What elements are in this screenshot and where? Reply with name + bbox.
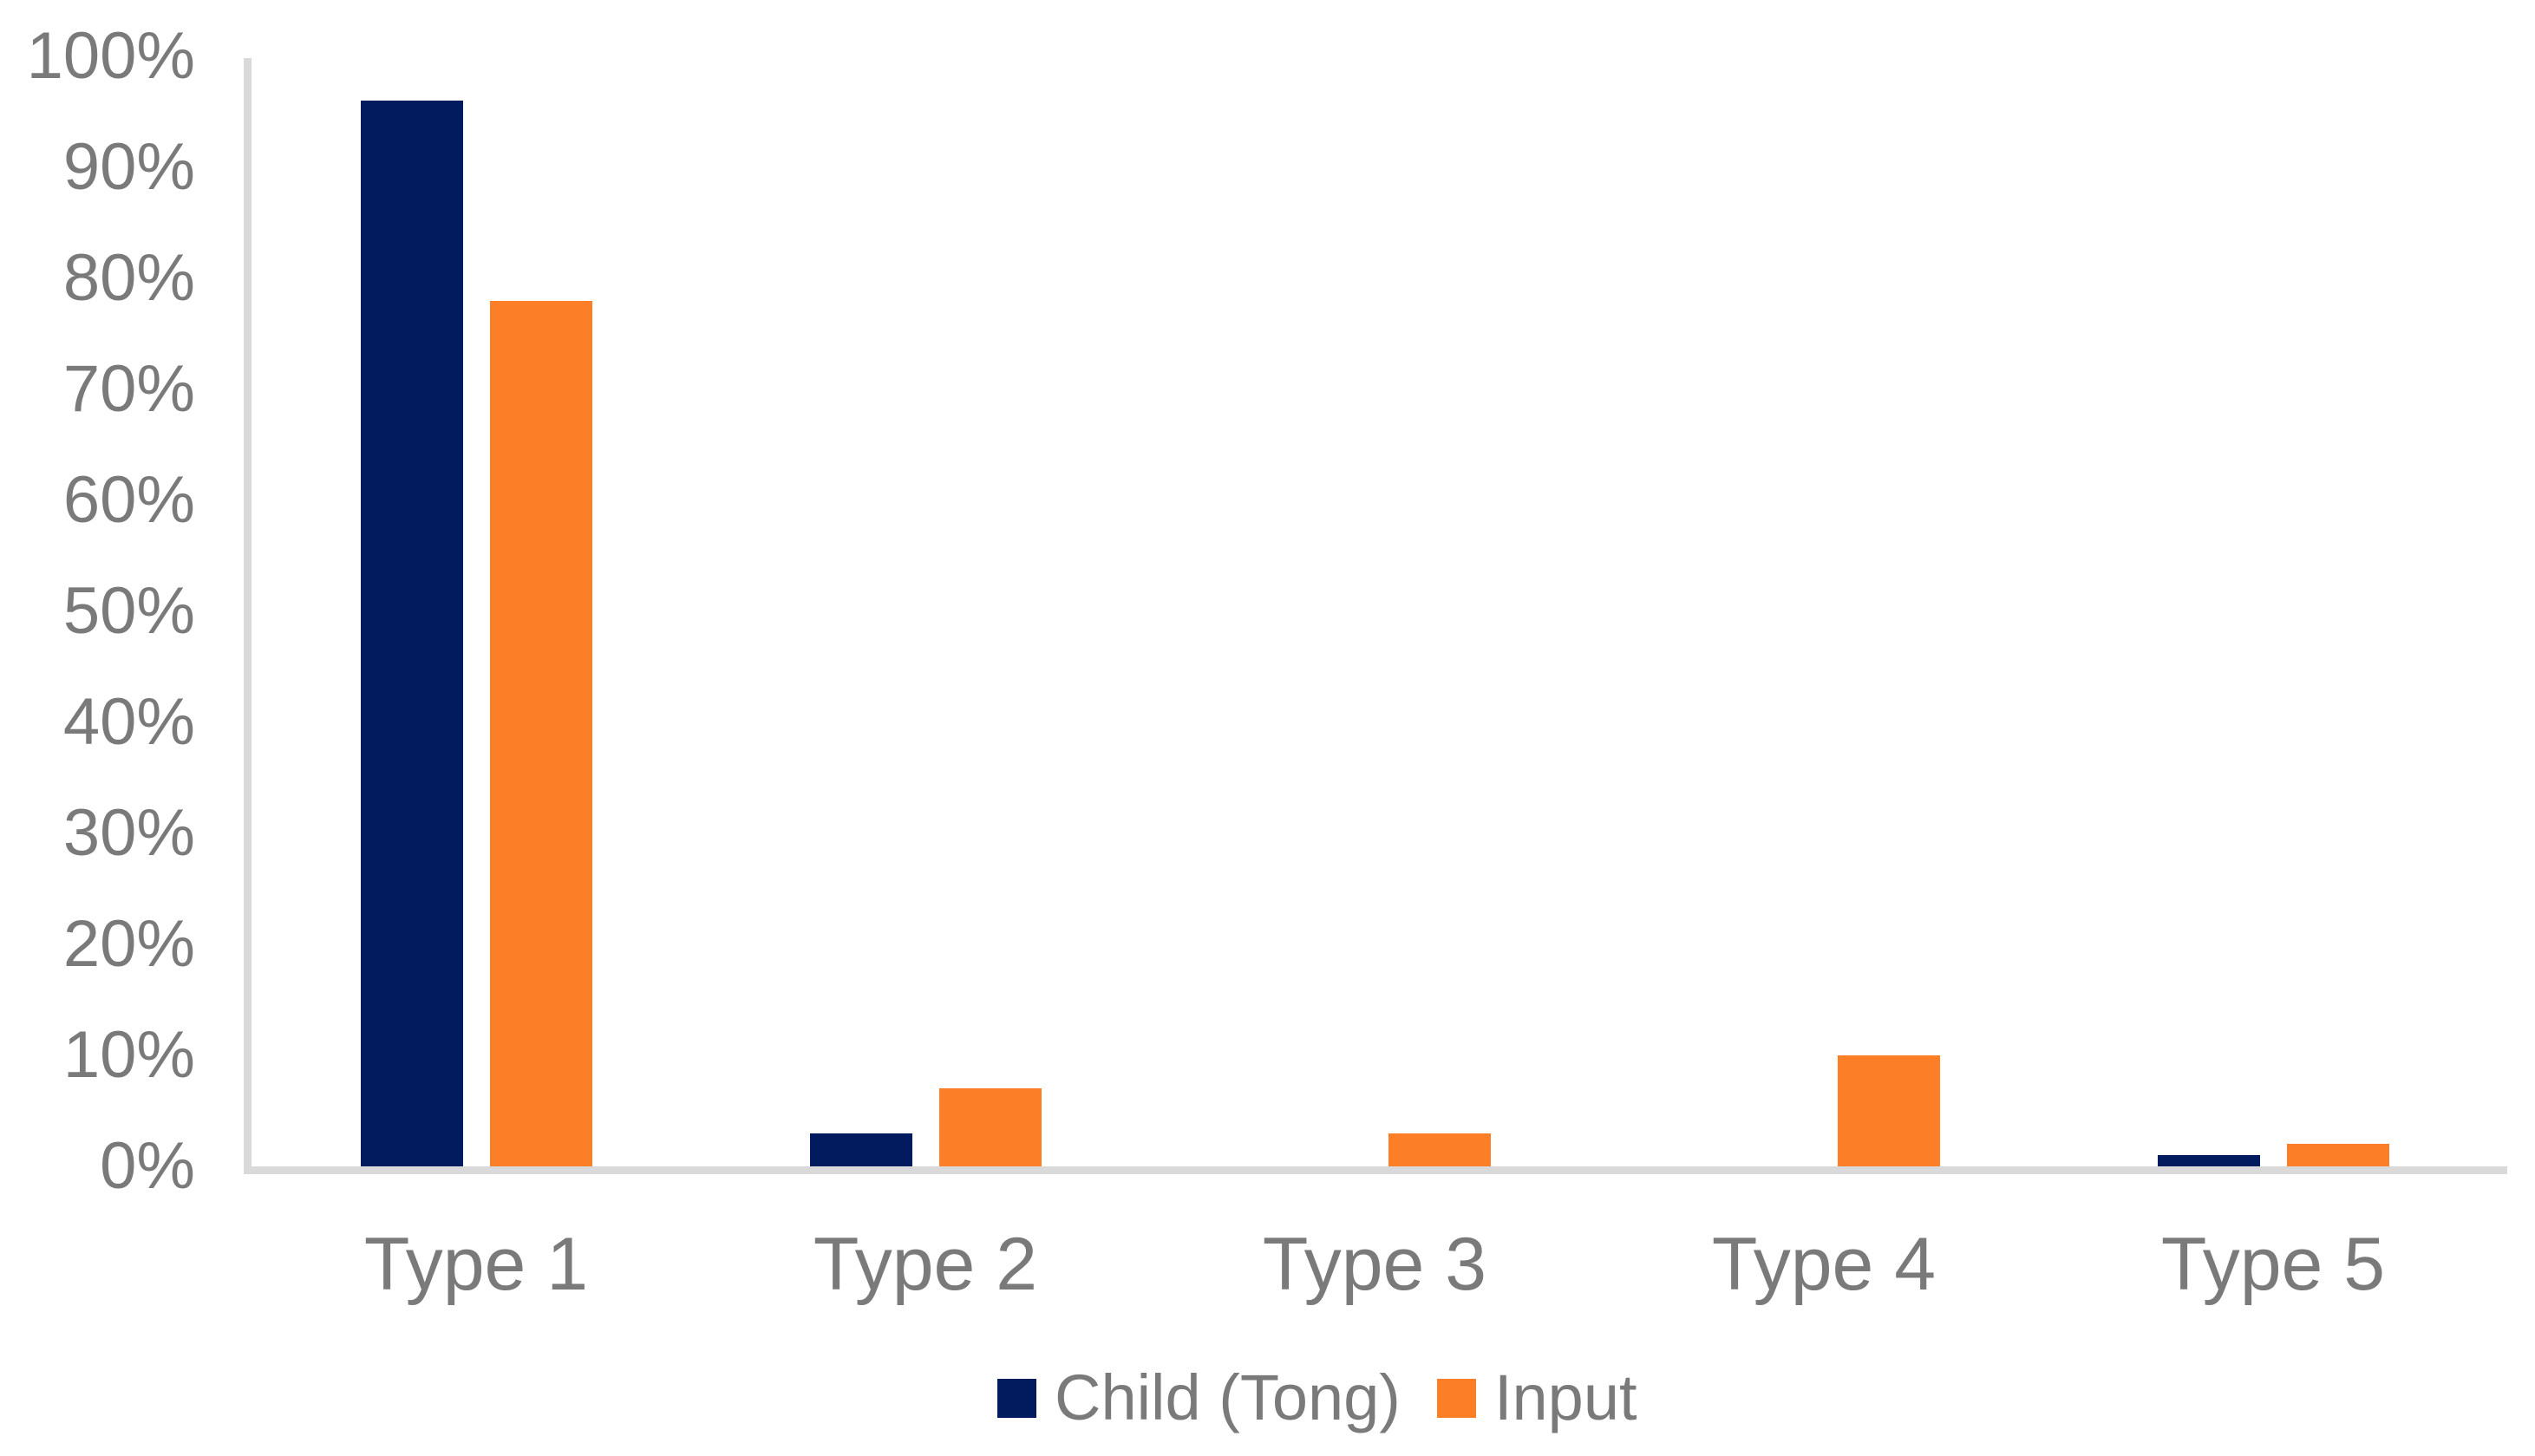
y-axis-tick-label: 90%: [62, 130, 195, 204]
bar-child-tong--type-1: [361, 101, 463, 1166]
chart-legend: Child (Tong) Input: [997, 1366, 1637, 1430]
bar-input-type-2: [939, 1088, 1042, 1166]
legend-item: Child (Tong): [997, 1366, 1401, 1430]
bar-input-type-1: [490, 301, 592, 1166]
y-axis-tick-label: 0%: [100, 1129, 195, 1203]
x-axis-category-label: Type 4: [1711, 1223, 1937, 1306]
bar-input-type-5: [2287, 1144, 2389, 1166]
legend-swatch-icon: [1436, 1378, 1476, 1418]
bar-child-tong--type-5: [2158, 1155, 2260, 1166]
x-axis-category-label: Type 1: [363, 1223, 589, 1306]
y-axis-tick-label: 60%: [62, 463, 195, 537]
legend-label: Child (Tong): [1055, 1361, 1401, 1433]
legend-label: Input: [1493, 1361, 1637, 1433]
bar-child-tong--type-2: [810, 1133, 912, 1166]
x-axis-category-label: Type 2: [813, 1223, 1038, 1306]
y-axis-tick-label: 30%: [62, 796, 195, 870]
y-axis-tick-label: 10%: [62, 1018, 195, 1092]
bar-input-type-3: [1388, 1133, 1491, 1166]
x-axis-category-label: Type 3: [1262, 1223, 1487, 1306]
y-axis-tick-label: 50%: [62, 574, 195, 648]
y-axis-tick-label: 80%: [62, 241, 195, 315]
y-axis-tick-label: 20%: [62, 907, 195, 981]
y-axis-tick-label: 40%: [62, 685, 195, 759]
y-axis-tick-label: 70%: [62, 352, 195, 426]
x-axis-category-label: Type 5: [2160, 1223, 2386, 1306]
legend-item: Input: [1436, 1361, 1637, 1433]
y-axis-tick-label: 100%: [26, 19, 195, 93]
bar-input-type-4: [1838, 1055, 1940, 1166]
legend-swatch-icon: [997, 1378, 1036, 1418]
x-axis-baseline: [244, 1166, 2507, 1174]
y-axis-line: [244, 58, 252, 1174]
